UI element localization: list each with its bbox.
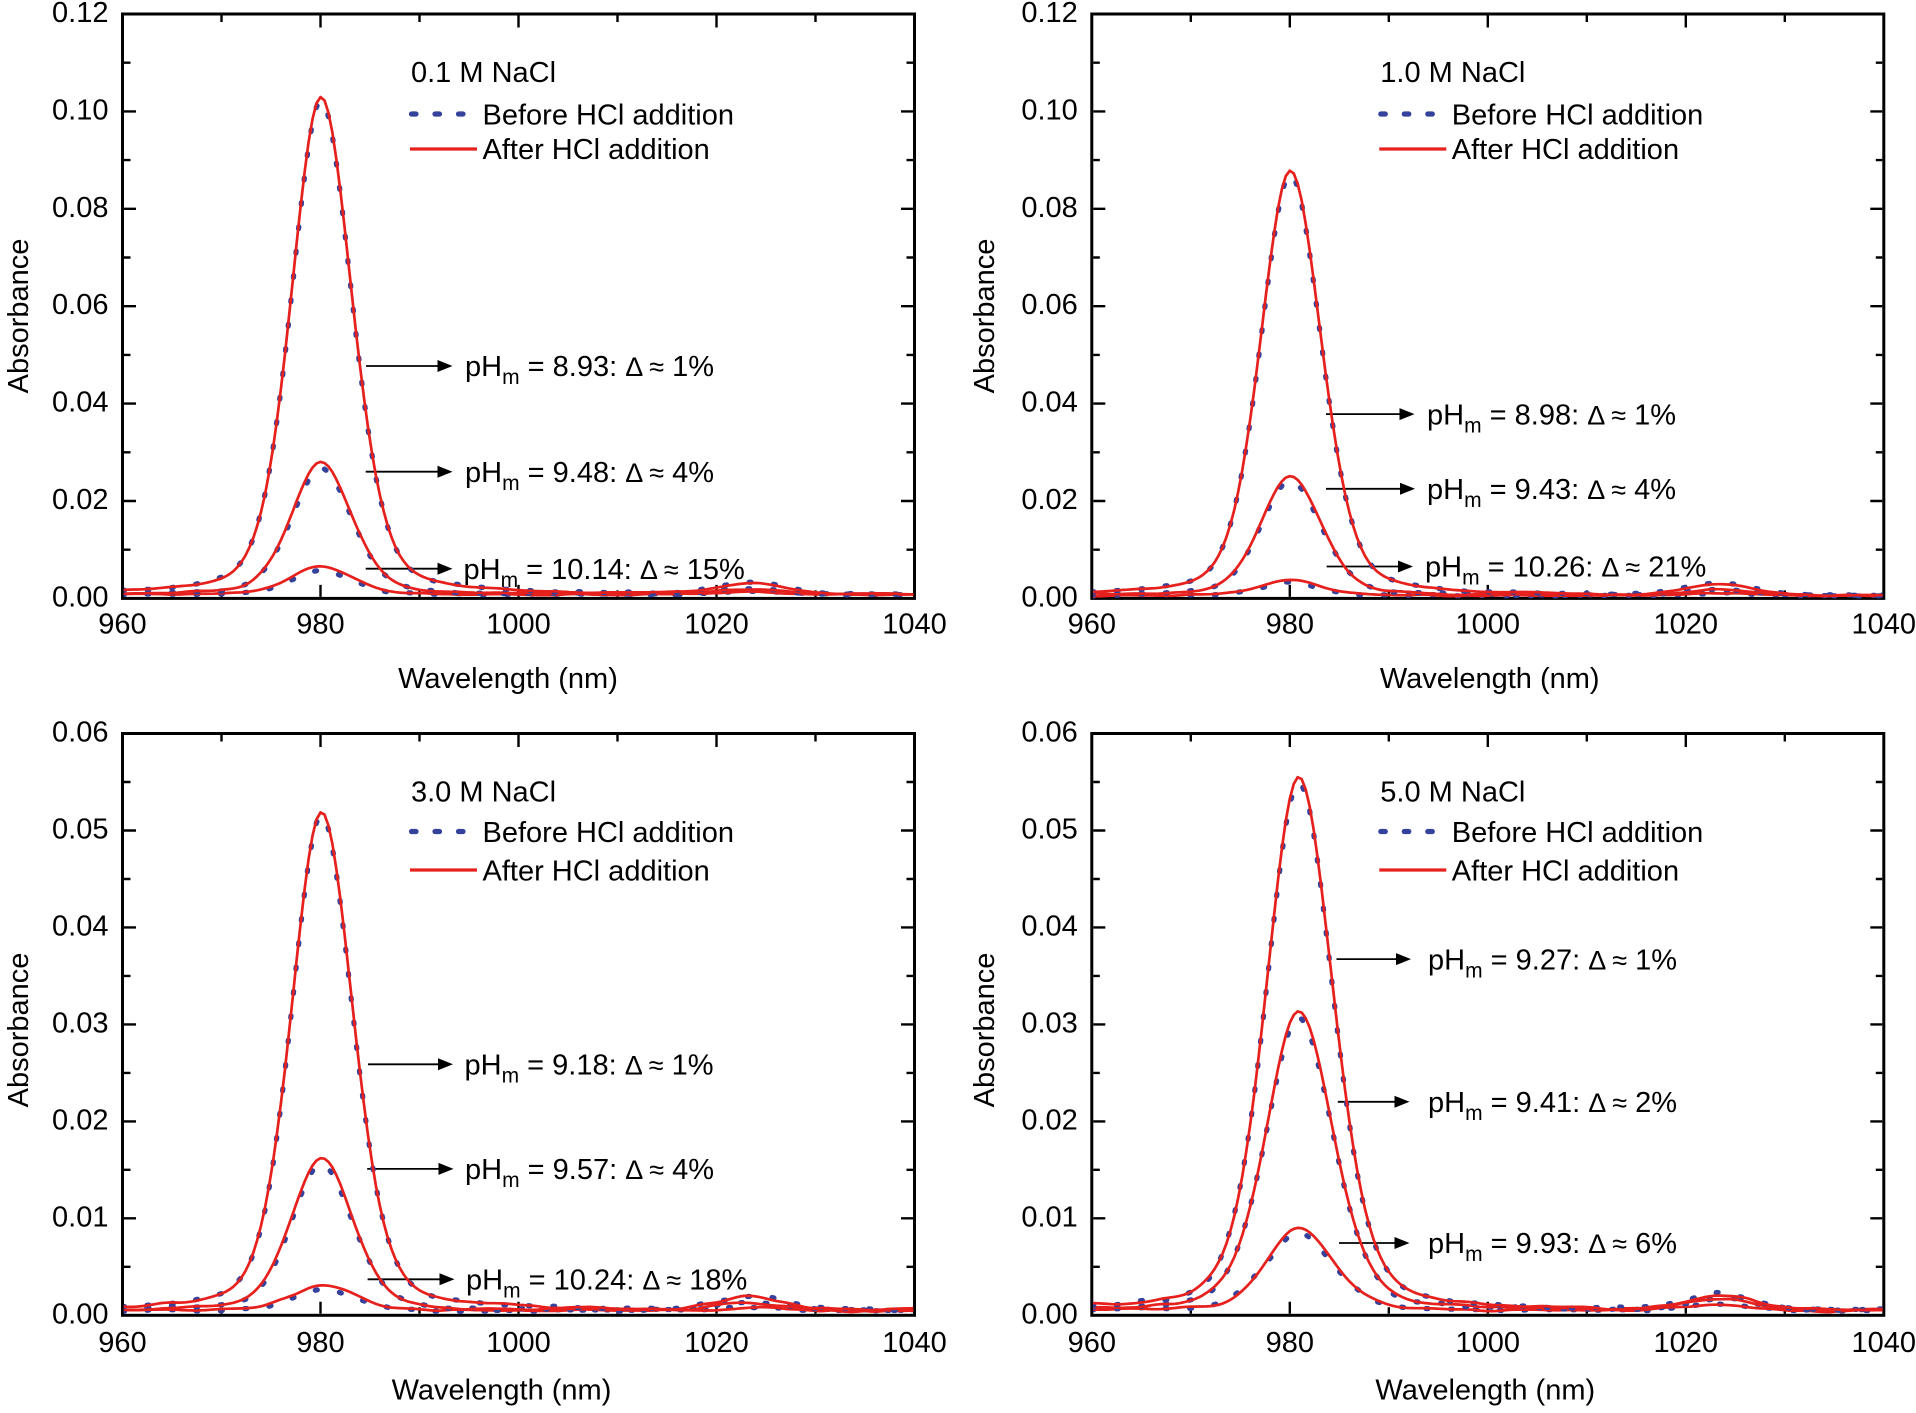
svg-text:pHm = 9.48: Δ ≈ 4%: pHm = 9.48: Δ ≈ 4%	[465, 457, 714, 495]
svg-text:1000: 1000	[486, 1327, 551, 1359]
svg-text:Before HCl addition: Before HCl addition	[483, 100, 734, 132]
svg-text:1020: 1020	[684, 1327, 749, 1359]
svg-text:960: 960	[1068, 1327, 1116, 1359]
svg-text:pHm = 9.41: Δ ≈ 2%: pHm = 9.41: Δ ≈ 2%	[1428, 1087, 1677, 1125]
svg-text:After HCl addition: After HCl addition	[483, 134, 710, 166]
svg-text:0.08: 0.08	[1021, 192, 1077, 224]
svg-text:0.06: 0.06	[1021, 717, 1077, 749]
svg-text:1040: 1040	[882, 609, 947, 641]
svg-text:0.12: 0.12	[52, 0, 108, 29]
svg-text:1.0 M NaCl: 1.0 M NaCl	[1380, 57, 1525, 89]
svg-text:Before HCl addition: Before HCl addition	[1452, 100, 1703, 132]
svg-text:1000: 1000	[1456, 609, 1521, 641]
svg-text:0.04: 0.04	[52, 387, 108, 419]
svg-text:1020: 1020	[1654, 1327, 1719, 1359]
svg-text:0.04: 0.04	[1021, 910, 1077, 942]
svg-text:0.06: 0.06	[52, 289, 108, 321]
svg-text:0.08: 0.08	[52, 192, 108, 224]
svg-text:Absorbance: Absorbance	[969, 239, 1001, 394]
svg-text:1020: 1020	[1654, 609, 1719, 641]
svg-text:0.02: 0.02	[52, 484, 108, 516]
svg-text:1000: 1000	[1456, 1327, 1521, 1359]
svg-text:5.0 M NaCl: 5.0 M NaCl	[1380, 777, 1525, 809]
svg-text:0.02: 0.02	[52, 1104, 108, 1136]
svg-text:1040: 1040	[1852, 1327, 1916, 1359]
svg-text:0.06: 0.06	[52, 717, 108, 749]
svg-text:0.10: 0.10	[52, 94, 108, 126]
svg-text:Wavelength (nm): Wavelength (nm)	[1380, 663, 1600, 695]
svg-text:0.05: 0.05	[52, 814, 108, 846]
svg-text:Absorbance: Absorbance	[969, 953, 1001, 1108]
svg-text:Wavelength (nm): Wavelength (nm)	[1375, 1375, 1595, 1407]
svg-text:0.03: 0.03	[1021, 1007, 1077, 1039]
svg-text:pHm = 9.57: Δ ≈ 4%: pHm = 9.57: Δ ≈ 4%	[465, 1154, 714, 1192]
svg-text:1020: 1020	[684, 609, 749, 641]
svg-text:After HCl addition: After HCl addition	[483, 856, 710, 888]
svg-text:980: 980	[1266, 609, 1314, 641]
svg-text:0.1 M NaCl: 0.1 M NaCl	[411, 57, 556, 89]
svg-text:Before HCl addition: Before HCl addition	[1452, 817, 1703, 849]
svg-text:pHm = 10.24: Δ ≈ 18%: pHm = 10.24: Δ ≈ 18%	[466, 1265, 747, 1303]
svg-text:980: 980	[296, 1327, 344, 1359]
svg-text:Wavelength (nm): Wavelength (nm)	[392, 1375, 612, 1407]
svg-text:0.06: 0.06	[1021, 289, 1077, 321]
svg-text:0.00: 0.00	[1021, 581, 1077, 613]
svg-text:1040: 1040	[1852, 609, 1916, 641]
svg-text:960: 960	[1068, 609, 1116, 641]
svg-text:0.00: 0.00	[52, 581, 108, 613]
svg-text:Wavelength (nm): Wavelength (nm)	[398, 663, 618, 695]
svg-text:Absorbance: Absorbance	[3, 953, 35, 1108]
svg-text:1040: 1040	[882, 1327, 947, 1359]
svg-text:Before HCl addition: Before HCl addition	[483, 817, 734, 849]
svg-text:pHm = 8.93: Δ ≈ 1%: pHm = 8.93: Δ ≈ 1%	[465, 351, 714, 389]
svg-text:960: 960	[98, 1327, 146, 1359]
svg-text:960: 960	[98, 609, 146, 641]
svg-text:980: 980	[1266, 1327, 1314, 1359]
svg-text:980: 980	[296, 609, 344, 641]
svg-text:0.12: 0.12	[1021, 0, 1077, 29]
svg-text:0.05: 0.05	[1021, 814, 1077, 846]
svg-text:0.00: 0.00	[1021, 1298, 1077, 1330]
svg-text:0.03: 0.03	[52, 1007, 108, 1039]
svg-text:After HCl addition: After HCl addition	[1452, 134, 1679, 166]
svg-text:0.04: 0.04	[1021, 387, 1077, 419]
svg-text:0.04: 0.04	[52, 910, 108, 942]
svg-text:0.10: 0.10	[1021, 94, 1077, 126]
svg-text:0.02: 0.02	[1021, 484, 1077, 516]
svg-text:0.01: 0.01	[1021, 1201, 1077, 1233]
svg-text:1000: 1000	[486, 609, 551, 641]
svg-text:0.02: 0.02	[1021, 1104, 1077, 1136]
svg-text:3.0 M NaCl: 3.0 M NaCl	[411, 777, 556, 809]
svg-text:0.01: 0.01	[52, 1201, 108, 1233]
svg-text:pHm = 8.98: Δ ≈ 1%: pHm = 8.98: Δ ≈ 1%	[1427, 399, 1676, 437]
svg-text:After HCl addition: After HCl addition	[1452, 856, 1679, 888]
svg-text:0.00: 0.00	[52, 1298, 108, 1330]
svg-text:Absorbance: Absorbance	[3, 239, 35, 394]
